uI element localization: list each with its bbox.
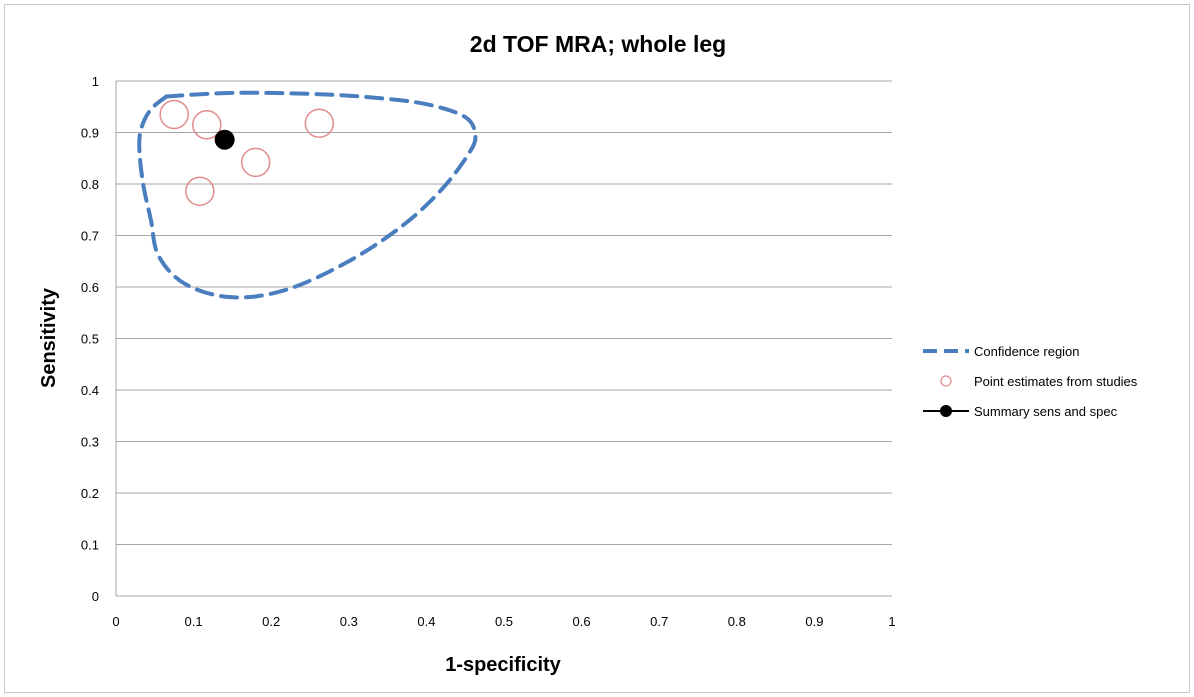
y-tick-label: 0.1 <box>81 538 99 553</box>
legend-label-summary: Summary sens and spec <box>974 404 1118 419</box>
summary-point <box>214 129 235 150</box>
study-point <box>192 110 222 140</box>
x-tick-labels: 0 0.1 0.2 0.3 0.4 0.5 0.6 0.7 0.8 0.9 1 <box>112 614 895 629</box>
x-tick-label: 1 <box>888 614 895 629</box>
legend-label-point-estimates: Point estimates from studies <box>974 374 1138 389</box>
x-tick-label: 0.4 <box>417 614 435 629</box>
y-tick-label: 0.2 <box>81 486 99 501</box>
y-tick-label: 0.9 <box>81 126 99 141</box>
chart-title: 2d TOF MRA; whole leg <box>470 31 726 57</box>
y-tick-label: 0.3 <box>81 435 99 450</box>
y-tick-label: 1 <box>92 74 99 89</box>
x-tick-label: 0.3 <box>340 614 358 629</box>
x-tick-label: 0 <box>112 614 119 629</box>
legend: Confidence region Point estimates from st… <box>923 344 1138 419</box>
legend-open-circle-swatch <box>940 375 952 387</box>
chart-frame <box>4 4 1190 693</box>
x-tick-label: 0.9 <box>805 614 823 629</box>
study-point <box>159 99 189 130</box>
x-tick-label: 0.7 <box>650 614 668 629</box>
x-tick-label: 0.1 <box>185 614 203 629</box>
y-tick-labels: 0 0.1 0.2 0.3 0.4 0.5 0.6 0.7 0.8 0.9 1 <box>81 74 99 604</box>
y-tick-label: 0 <box>92 589 99 604</box>
study-point <box>185 176 215 206</box>
legend-label-confidence-region: Confidence region <box>974 344 1080 359</box>
x-tick-label: 0.5 <box>495 614 513 629</box>
x-tick-label: 0.2 <box>262 614 280 629</box>
study-point <box>240 147 271 178</box>
legend-filled-circle-swatch <box>940 405 952 417</box>
y-tick-label: 0.4 <box>81 383 99 398</box>
y-tick-label: 0.8 <box>81 177 99 192</box>
y-tick-label: 0.7 <box>81 229 99 244</box>
y-tick-label: 0.5 <box>81 332 99 347</box>
x-tick-label: 0.8 <box>728 614 746 629</box>
y-axis-label: Sensitivity <box>38 287 60 388</box>
confidence-region-line <box>137 90 478 300</box>
y-tick-label: 0.6 <box>81 280 99 295</box>
gridlines <box>115 80 892 597</box>
x-axis-label: 1-specificity <box>445 654 561 676</box>
study-point <box>304 108 335 138</box>
plot-area <box>137 90 478 300</box>
x-tick-label: 0.6 <box>573 614 591 629</box>
